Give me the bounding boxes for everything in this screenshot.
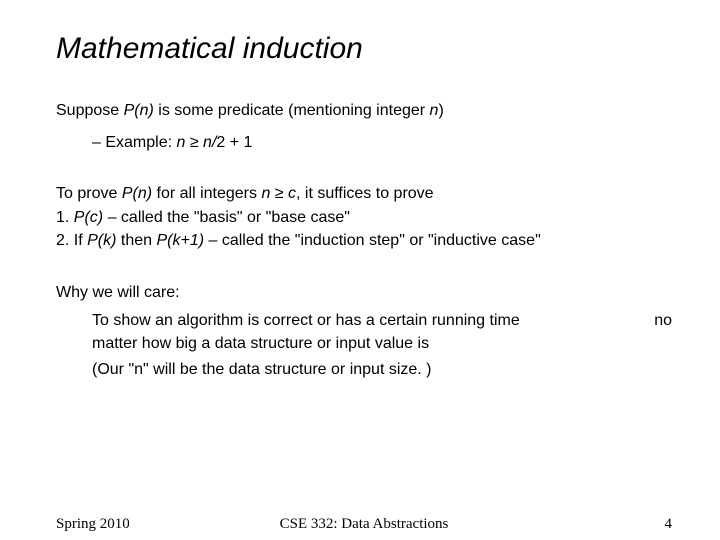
- inductive-step-line: 2. If P(k) then P(k+1) – called the "ind…: [56, 230, 672, 252]
- footer-course: CSE 332: Data Abstractions: [56, 516, 672, 533]
- text: for all integers: [152, 185, 261, 202]
- text: – called the "basis" or "base case": [103, 209, 350, 226]
- text: To prove: [56, 185, 122, 202]
- n-geq-c: n ≥ c: [261, 185, 296, 202]
- text: – Example:: [92, 134, 176, 151]
- text: 1.: [56, 209, 74, 226]
- why-line-1: To show an algorithm is correct or has a…: [92, 310, 672, 332]
- why-line-1b: matter how big a data structure or input…: [92, 333, 672, 355]
- base-case-line: 1. P(c) – called the "basis" or "base ca…: [56, 207, 672, 229]
- p-of-c: P(c): [74, 209, 103, 226]
- text-no: no: [654, 310, 672, 332]
- text: then: [116, 232, 156, 249]
- predicate-pn: P(n): [122, 185, 152, 202]
- text: 2 + 1: [216, 134, 252, 151]
- p-of-k: P(k): [87, 232, 116, 249]
- why-header: Why we will care:: [56, 282, 672, 304]
- why-line-2: (Our "n" will be the data structure or i…: [92, 359, 672, 381]
- text: ): [438, 102, 443, 119]
- example-ineq: n ≥ n/: [176, 134, 216, 151]
- text: – called the "induction step" or "induct…: [204, 232, 541, 249]
- example-line: – Example: n ≥ n/2 + 1: [92, 132, 672, 154]
- text: To show an algorithm is correct or has a…: [92, 312, 520, 329]
- slide-title: Mathematical induction: [56, 32, 672, 66]
- p-of-k-plus-1: P(k+1): [156, 232, 204, 249]
- text: is some predicate (mentioning integer: [154, 102, 430, 119]
- text: 2. If: [56, 232, 87, 249]
- text: Suppose: [56, 102, 124, 119]
- text: , it suffices to prove: [296, 185, 434, 202]
- predicate-pn: P(n): [124, 102, 154, 119]
- slide-body: Suppose P(n) is some predicate (mentioni…: [56, 100, 672, 380]
- intro-line: Suppose P(n) is some predicate (mentioni…: [56, 100, 672, 122]
- prove-line: To prove P(n) for all integers n ≥ c, it…: [56, 183, 672, 205]
- slide-number: 4: [665, 516, 673, 533]
- slide: Mathematical induction Suppose P(n) is s…: [0, 0, 720, 540]
- proof-outline: To prove P(n) for all integers n ≥ c, it…: [56, 183, 672, 252]
